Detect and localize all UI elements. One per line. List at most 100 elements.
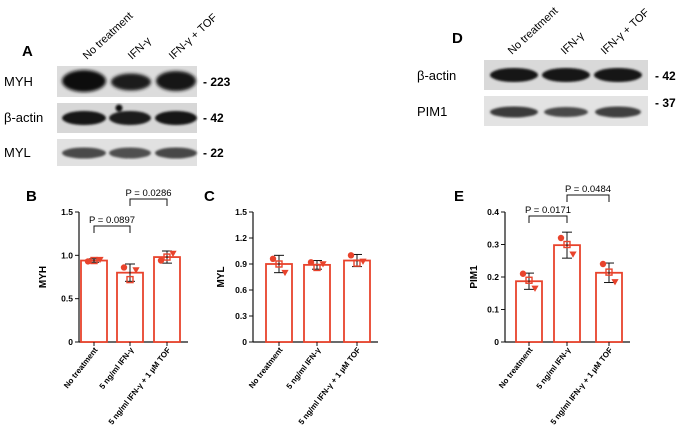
kda-marker: - 223 xyxy=(203,75,231,89)
panel-letter-b: B xyxy=(26,188,37,205)
band xyxy=(155,111,197,125)
p-value-label: P = 0.0286 xyxy=(125,188,171,199)
data-point xyxy=(347,252,355,259)
data-point xyxy=(531,285,539,292)
kda-marker: - 37 xyxy=(655,96,676,110)
band xyxy=(156,71,196,91)
data-point xyxy=(525,276,533,284)
x-category-label: No treatment xyxy=(247,345,285,390)
kda-marker: - 22 xyxy=(203,146,224,160)
data-point xyxy=(563,240,571,249)
y-tick-label: 1.0 xyxy=(61,250,73,260)
lane-label: IFN-γ + TOF xyxy=(599,6,652,57)
y-axis-label: MYH xyxy=(38,266,49,288)
p-value-label: P = 0.0897 xyxy=(89,215,135,226)
x-category-label: 5 ng/ml IFN-γ + 1 µM TOF xyxy=(107,346,173,427)
y-tick-label: 0 xyxy=(68,337,73,347)
blot-label: β-actin xyxy=(4,110,43,125)
y-tick-label: 1.2 xyxy=(235,233,247,243)
data-point xyxy=(163,253,171,261)
y-tick-label: 1.5 xyxy=(61,207,73,217)
y-tick-label: 0.9 xyxy=(235,259,247,269)
significance-bracket xyxy=(129,198,168,206)
panel-a-lane-labels: No treatment IFN-γ IFN-γ + TOF xyxy=(81,10,220,62)
bar xyxy=(116,271,144,343)
kda-marker: - 42 xyxy=(203,111,224,125)
y-axis-label: MYL xyxy=(216,266,227,287)
x-category-label: 5 ng/ml IFN-γ xyxy=(98,345,136,391)
chart-e: 0 0.1 0.2 0.3 0.4 PIM1 No treatment 5 ng/ml IFN… xyxy=(469,184,630,426)
data-point xyxy=(605,268,613,276)
data-point xyxy=(90,256,98,265)
band xyxy=(62,111,106,125)
band xyxy=(109,147,151,159)
bar xyxy=(515,280,543,343)
data-point xyxy=(96,256,104,264)
blot-beta-actin-a: β-actin - 42 xyxy=(4,103,224,133)
lane-label: IFN-γ + TOF xyxy=(167,11,220,62)
data-point xyxy=(132,267,140,274)
x-category-label: 5 ng/ml IFN-γ xyxy=(285,345,323,391)
data-point xyxy=(281,269,289,277)
y-tick-label: 0.3 xyxy=(487,240,499,250)
p-value-label: P = 0.0484 xyxy=(565,184,611,195)
y-tick-label: 0.2 xyxy=(487,272,499,282)
data-point xyxy=(569,251,577,258)
band xyxy=(155,147,197,159)
lane-label: No treatment xyxy=(506,5,561,57)
data-point xyxy=(319,261,327,268)
chart-c: 0 0.3 0.6 0.9 1.2 1.5 MYL No treatment 5 ng/ml I… xyxy=(216,207,378,426)
data-point xyxy=(307,259,315,266)
kda-marker: - 42 xyxy=(655,69,676,83)
blot-label: PIM1 xyxy=(417,104,447,119)
panel-letter-c: C xyxy=(204,188,215,205)
data-point xyxy=(313,263,321,272)
blot-pim1: PIM1 - 37 xyxy=(417,96,676,126)
significance-bracket xyxy=(566,194,610,202)
bar xyxy=(343,259,371,343)
blot-myl: MYL - 22 xyxy=(4,139,224,166)
blot-label: MYH xyxy=(4,74,33,89)
blot-label: β-actin xyxy=(417,68,456,83)
y-tick-label: 1.5 xyxy=(235,207,247,217)
blot-label: MYL xyxy=(4,145,31,160)
band xyxy=(595,106,641,118)
blot-artifact xyxy=(115,104,123,112)
panel-letter-e: E xyxy=(454,188,464,205)
data-point xyxy=(126,275,134,284)
y-tick-label: 0.5 xyxy=(61,294,73,304)
y-tick-label: 0.4 xyxy=(487,207,499,217)
data-point xyxy=(611,279,619,286)
band xyxy=(490,106,538,118)
y-tick-label: 0 xyxy=(242,337,247,347)
data-point xyxy=(157,257,165,264)
significance-bracket xyxy=(528,215,568,223)
blot-beta-actin-d: β-actin - 42 xyxy=(417,60,676,90)
significance-bracket xyxy=(93,225,131,233)
data-point xyxy=(353,259,361,267)
band xyxy=(542,68,590,82)
y-tick-label: 0.3 xyxy=(235,311,247,321)
band xyxy=(62,147,106,159)
data-point xyxy=(557,234,565,242)
x-category-label: No treatment xyxy=(62,345,100,390)
panel-letter-d: D xyxy=(452,30,463,47)
bar xyxy=(595,271,623,343)
data-point xyxy=(275,260,283,268)
band xyxy=(490,68,538,82)
data-point xyxy=(84,258,92,265)
panel-d-lane-labels: No treatment IFN-γ IFN-γ + TOF xyxy=(506,5,652,57)
band xyxy=(109,111,151,125)
data-point xyxy=(599,260,607,268)
lane-label: IFN-γ xyxy=(126,35,154,62)
blot-myh: MYH - 223 xyxy=(4,66,231,97)
bar xyxy=(153,256,181,343)
band xyxy=(544,107,588,117)
y-tick-label: 0 xyxy=(494,337,499,347)
bar xyxy=(303,263,331,343)
x-category-label: No treatment xyxy=(497,345,535,390)
data-point xyxy=(169,250,177,258)
